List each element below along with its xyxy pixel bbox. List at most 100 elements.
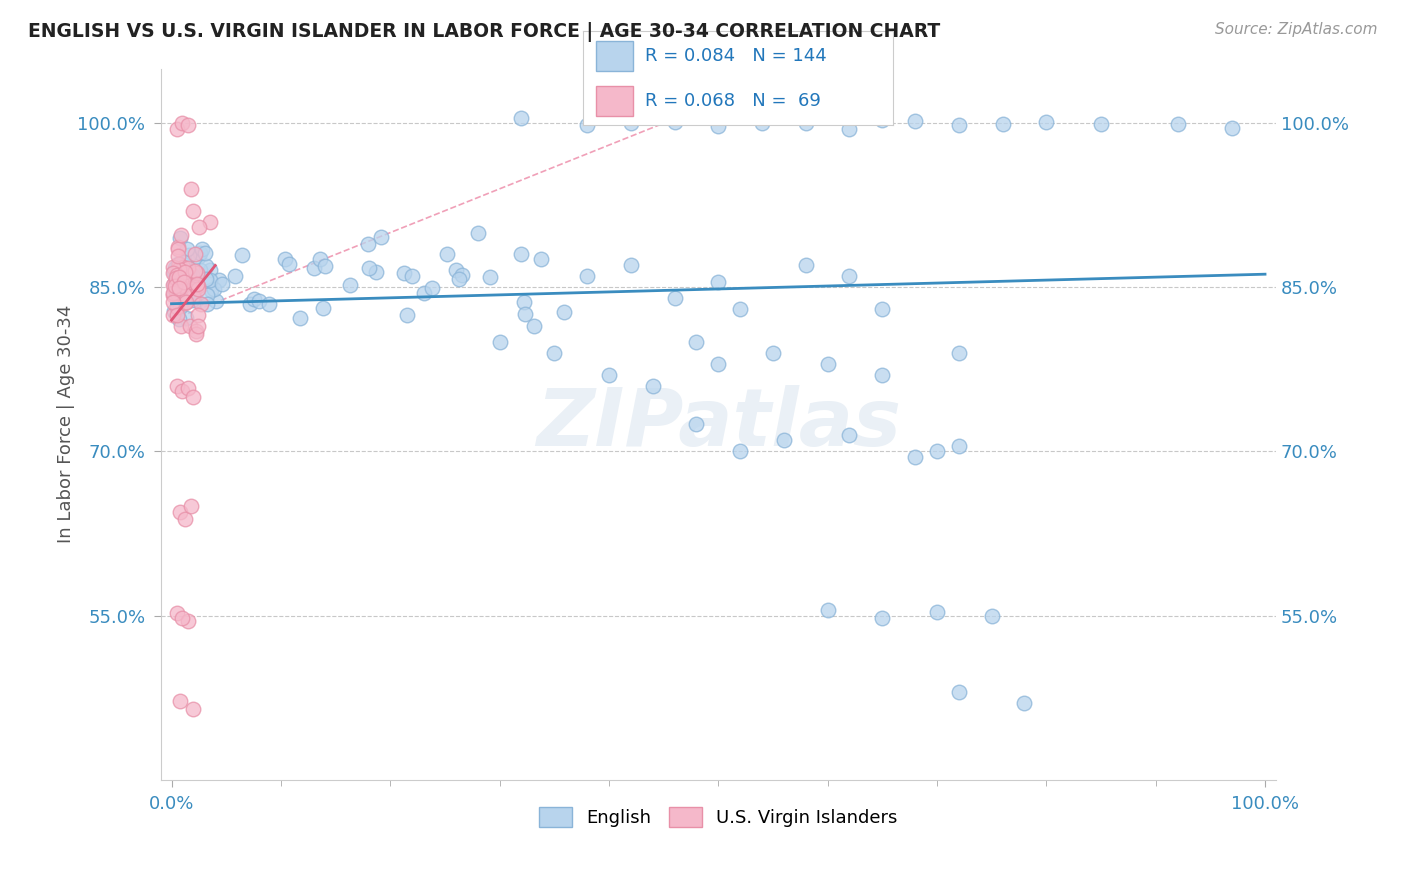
Point bbox=[529, 252, 551, 266]
Y-axis label: In Labor Force | Age 30-34: In Labor Force | Age 30-34 bbox=[58, 305, 75, 543]
Point bbox=[685, 334, 707, 349]
Point bbox=[166, 285, 188, 300]
Point bbox=[167, 312, 190, 326]
Point bbox=[1167, 117, 1189, 131]
Point bbox=[167, 249, 190, 263]
Point bbox=[948, 346, 970, 360]
Point bbox=[166, 121, 188, 136]
Point bbox=[1220, 120, 1243, 135]
Point bbox=[707, 357, 730, 371]
Point bbox=[304, 260, 326, 275]
Point bbox=[162, 308, 184, 322]
Point bbox=[224, 268, 246, 283]
Point bbox=[173, 295, 195, 310]
Point bbox=[872, 112, 894, 127]
Point bbox=[1090, 117, 1112, 131]
Point bbox=[211, 277, 233, 291]
Point bbox=[401, 269, 423, 284]
Point bbox=[173, 261, 195, 276]
Point bbox=[436, 247, 458, 261]
Point bbox=[177, 266, 200, 280]
Point bbox=[179, 281, 201, 295]
Point bbox=[170, 263, 193, 277]
Point bbox=[176, 242, 198, 256]
Point bbox=[664, 115, 686, 129]
Point bbox=[312, 301, 335, 315]
Point bbox=[872, 302, 894, 317]
Point bbox=[173, 287, 195, 301]
Point bbox=[166, 607, 188, 621]
Point bbox=[395, 308, 418, 322]
Point bbox=[467, 226, 489, 240]
Point bbox=[163, 279, 186, 293]
Point bbox=[173, 255, 195, 269]
Point bbox=[576, 269, 599, 284]
Point bbox=[773, 434, 796, 448]
Point bbox=[169, 268, 191, 283]
Point bbox=[177, 381, 200, 395]
Point bbox=[872, 368, 894, 382]
Point bbox=[183, 203, 205, 218]
Point bbox=[173, 275, 195, 289]
Point bbox=[523, 319, 546, 334]
Point bbox=[169, 281, 191, 295]
Point bbox=[183, 390, 205, 404]
Point bbox=[176, 295, 198, 310]
Point bbox=[177, 260, 200, 275]
Point bbox=[169, 505, 191, 519]
Point bbox=[165, 271, 187, 285]
Point bbox=[170, 228, 193, 243]
Point bbox=[794, 116, 817, 130]
Point bbox=[488, 334, 510, 349]
Point bbox=[422, 281, 444, 295]
Point bbox=[173, 287, 195, 301]
Point bbox=[872, 610, 894, 624]
Point bbox=[162, 266, 184, 280]
Point bbox=[184, 247, 207, 261]
Point bbox=[167, 239, 190, 253]
Point bbox=[183, 289, 205, 303]
Point bbox=[728, 302, 751, 317]
Point bbox=[446, 263, 468, 277]
Point bbox=[188, 245, 211, 260]
Point bbox=[817, 357, 839, 371]
Point bbox=[176, 270, 198, 285]
Point bbox=[165, 277, 187, 292]
Point bbox=[166, 283, 188, 297]
Point bbox=[170, 280, 193, 294]
Point bbox=[180, 285, 202, 299]
Point bbox=[707, 275, 730, 289]
Point bbox=[187, 279, 209, 293]
Point bbox=[413, 286, 436, 301]
Point bbox=[510, 111, 533, 125]
Point bbox=[290, 310, 312, 325]
Point bbox=[186, 326, 208, 341]
Point bbox=[190, 297, 212, 311]
Point bbox=[169, 694, 191, 708]
Point bbox=[948, 685, 970, 699]
Point bbox=[243, 292, 266, 306]
Text: ZIPatlas: ZIPatlas bbox=[536, 385, 901, 463]
Point bbox=[762, 346, 785, 360]
Point bbox=[162, 294, 184, 309]
Text: ENGLISH VS U.S. VIRGIN ISLANDER IN LABOR FORCE | AGE 30-34 CORRELATION CHART: ENGLISH VS U.S. VIRGIN ISLANDER IN LABOR… bbox=[28, 22, 941, 42]
Point bbox=[173, 265, 195, 279]
Point bbox=[188, 262, 211, 277]
Point bbox=[620, 116, 643, 130]
Point bbox=[925, 605, 948, 619]
Point bbox=[165, 282, 187, 296]
Point bbox=[165, 260, 187, 275]
Point bbox=[194, 245, 217, 260]
Point bbox=[200, 283, 222, 297]
Point bbox=[172, 260, 194, 275]
Point bbox=[166, 300, 188, 314]
Point bbox=[392, 266, 415, 280]
Point bbox=[838, 269, 860, 284]
Point bbox=[184, 264, 207, 278]
Point bbox=[180, 499, 202, 513]
Point bbox=[173, 273, 195, 287]
Point bbox=[177, 119, 200, 133]
Point bbox=[172, 384, 194, 399]
Point bbox=[195, 297, 218, 311]
Point bbox=[176, 279, 198, 293]
